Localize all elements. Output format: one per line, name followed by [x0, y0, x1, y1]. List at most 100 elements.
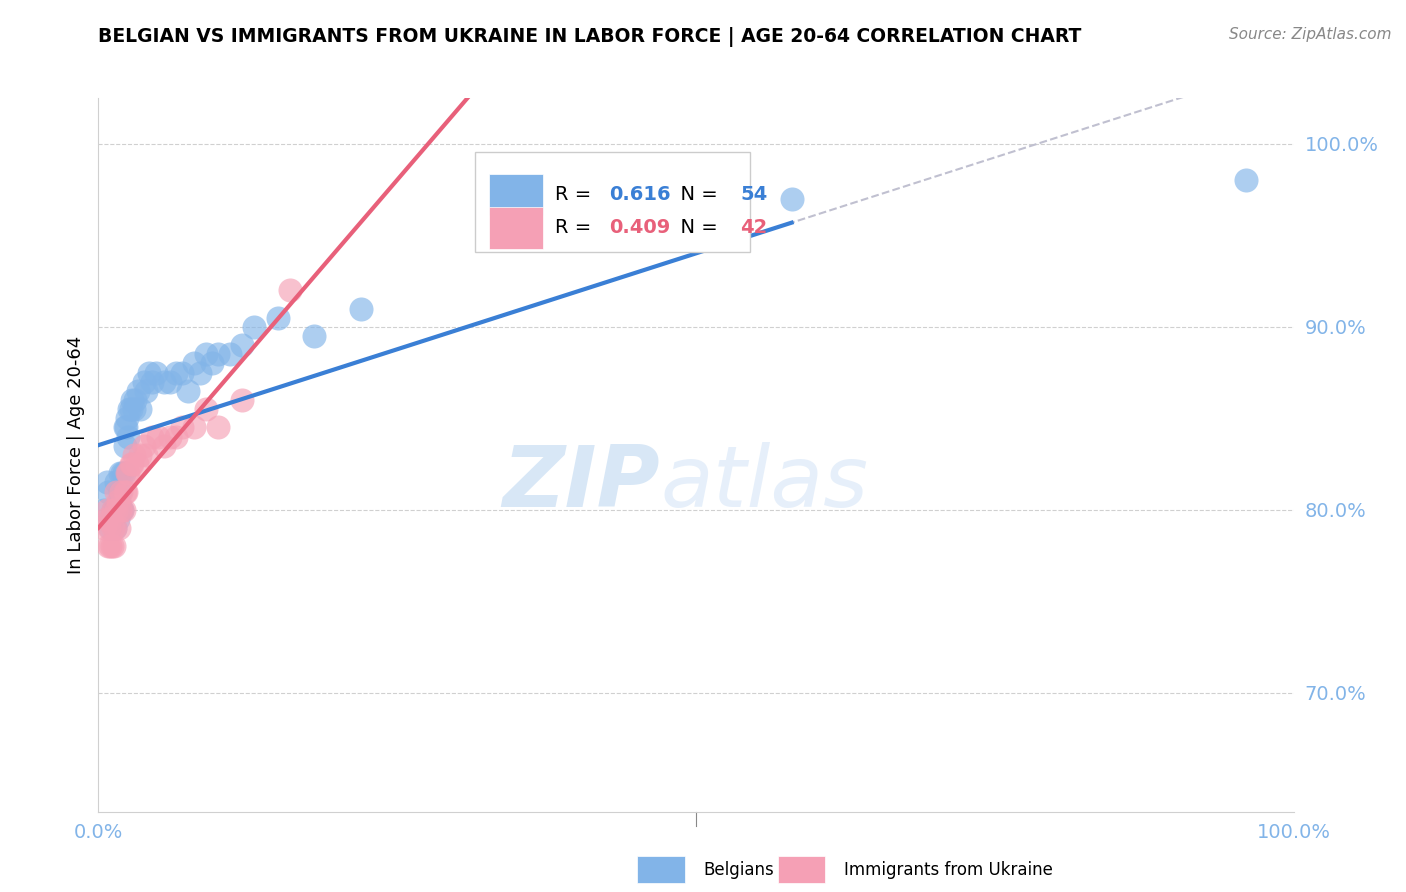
Point — [153, 439, 176, 453]
Point — [93, 521, 115, 535]
Point — [194, 402, 217, 417]
Point — [141, 375, 163, 389]
Point — [159, 429, 181, 443]
Point — [165, 429, 187, 443]
Point — [103, 540, 125, 554]
Point — [172, 366, 194, 380]
Point — [104, 521, 127, 535]
Point — [98, 540, 122, 554]
Point — [118, 402, 141, 417]
Point — [107, 521, 129, 535]
Text: Immigrants from Ukraine: Immigrants from Ukraine — [844, 861, 1053, 879]
FancyBboxPatch shape — [489, 207, 543, 249]
Y-axis label: In Labor Force | Age 20-64: In Labor Force | Age 20-64 — [66, 335, 84, 574]
Text: N =: N = — [668, 219, 724, 237]
Point — [114, 439, 136, 453]
Point — [107, 512, 129, 526]
Point — [120, 402, 142, 417]
Point — [125, 457, 148, 471]
Point — [111, 503, 134, 517]
Point — [105, 503, 128, 517]
Point — [148, 429, 170, 443]
Point — [124, 402, 146, 417]
Point — [153, 375, 176, 389]
Point — [112, 503, 135, 517]
Point — [103, 503, 125, 517]
Point — [188, 366, 211, 380]
Point — [135, 448, 157, 462]
Point — [115, 420, 138, 434]
Point — [177, 384, 200, 398]
Point — [129, 448, 152, 462]
Point — [117, 429, 139, 443]
Point — [111, 503, 134, 517]
Point — [98, 521, 122, 535]
Point — [115, 411, 138, 425]
Point — [97, 540, 120, 554]
Point — [138, 366, 160, 380]
Point — [101, 503, 124, 517]
FancyBboxPatch shape — [475, 152, 749, 252]
Point — [231, 392, 253, 407]
Point — [100, 540, 122, 554]
FancyBboxPatch shape — [489, 174, 543, 215]
Point — [183, 356, 205, 370]
Point — [219, 347, 242, 361]
Text: 42: 42 — [740, 219, 768, 237]
Point — [132, 439, 155, 453]
Text: R =: R = — [555, 185, 598, 204]
Point — [117, 467, 139, 481]
Point — [108, 503, 131, 517]
Point — [132, 375, 155, 389]
Point — [114, 420, 136, 434]
Point — [111, 467, 134, 481]
Point — [93, 503, 115, 517]
Point — [96, 475, 118, 490]
Point — [231, 338, 253, 352]
Text: R =: R = — [555, 219, 598, 237]
Text: N =: N = — [668, 185, 724, 204]
Point — [120, 457, 142, 471]
Text: BELGIAN VS IMMIGRANTS FROM UKRAINE IN LABOR FORCE | AGE 20-64 CORRELATION CHART: BELGIAN VS IMMIGRANTS FROM UKRAINE IN LA… — [98, 27, 1081, 46]
Point — [159, 375, 181, 389]
Point — [105, 503, 128, 517]
Point — [104, 521, 127, 535]
Point — [107, 493, 129, 508]
Point — [135, 384, 157, 398]
Point — [110, 503, 132, 517]
Point — [98, 521, 121, 535]
Point — [278, 283, 301, 297]
Text: 0.616: 0.616 — [609, 185, 671, 204]
Point — [110, 484, 132, 499]
Point — [145, 366, 167, 380]
Point — [350, 301, 373, 316]
Point — [183, 420, 205, 434]
Point — [108, 467, 131, 481]
Text: atlas: atlas — [661, 442, 868, 525]
Point — [124, 448, 146, 462]
Point — [114, 484, 136, 499]
Point — [141, 429, 163, 443]
Point — [108, 484, 131, 499]
Text: ZIP: ZIP — [502, 442, 661, 525]
Point — [165, 366, 187, 380]
Point — [207, 347, 229, 361]
Point — [207, 420, 229, 434]
Text: 54: 54 — [740, 185, 768, 204]
Point — [1234, 173, 1257, 187]
Point — [302, 329, 325, 343]
Point — [121, 392, 143, 407]
Point — [100, 512, 122, 526]
Point — [115, 467, 138, 481]
Point — [115, 484, 138, 499]
Point — [129, 402, 152, 417]
Point — [267, 310, 290, 325]
Point — [105, 475, 128, 490]
Text: 0.409: 0.409 — [609, 219, 671, 237]
Point — [101, 503, 124, 517]
Point — [96, 503, 118, 517]
Point — [97, 484, 120, 499]
Point — [112, 467, 135, 481]
Point — [107, 493, 129, 508]
Point — [98, 512, 122, 526]
